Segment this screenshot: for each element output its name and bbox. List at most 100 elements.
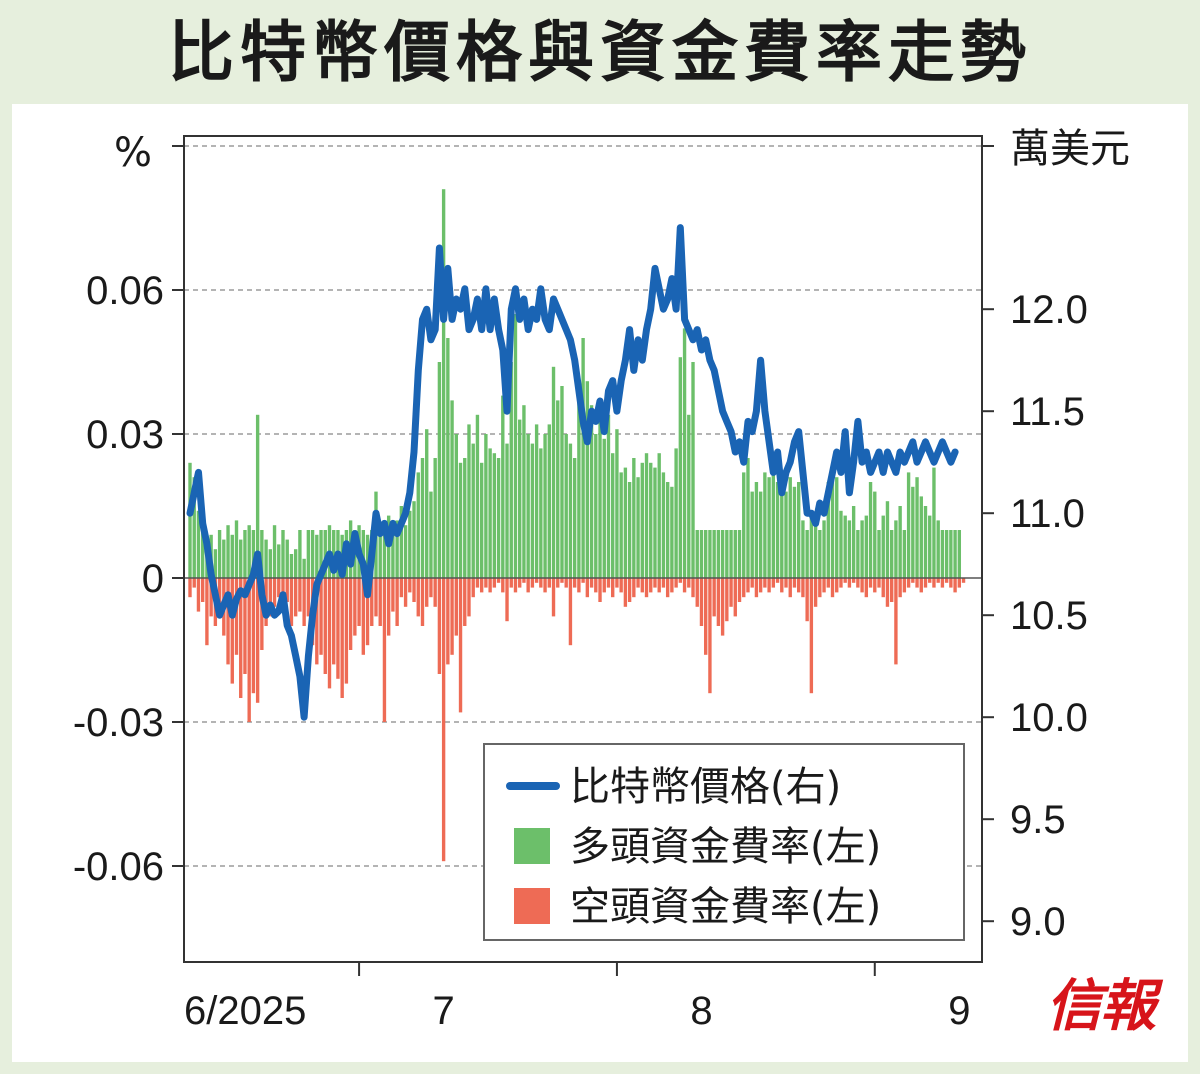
short-funding-bar [501,578,505,593]
right-axis-label: 9.5 [1010,798,1066,842]
long-funding-bar [847,520,852,578]
short-funding-bar [737,578,742,602]
x-axis-label: 8 [690,989,712,1033]
short-funding-bar [860,578,864,593]
long-funding-bar [412,501,416,578]
short-funding-bar [822,578,826,593]
long-funding-bar [196,510,201,578]
short-funding-bar [391,578,395,612]
long-funding-bar [403,525,408,578]
short-funding-bar [911,578,915,583]
long-funding-bar [674,448,678,578]
short-funding-bar [446,578,450,665]
short-funding-bar [433,578,437,607]
short-funding-bar [551,578,556,617]
long-funding-bar [704,530,708,578]
long-funding-bar [665,482,670,578]
short-funding-bar [619,578,623,593]
long-funding-bar [640,462,644,578]
x-axis-label: 7 [432,989,454,1033]
short-funding-bar [902,578,907,593]
short-funding-bar [382,578,387,722]
short-funding-bar [615,578,619,588]
long-funding-bar [496,458,501,578]
short-funding-bar [454,578,458,636]
long-funding-bar [484,434,488,578]
short-funding-bar [687,578,691,588]
long-funding-bar [302,558,306,578]
long-funding-bar [851,506,856,578]
short-funding-bar [928,578,932,583]
short-funding-bar [729,578,733,607]
long-funding-bar [560,386,564,578]
short-funding-bar [534,578,539,583]
long-funding-bar [720,530,725,578]
short-funding-bar [412,578,416,602]
short-funding-bar [327,578,332,689]
long-funding-bar [315,534,319,578]
short-funding-bar [589,578,594,588]
long-funding-bar [657,453,661,578]
short-funding-bar [277,578,281,598]
short-funding-bar [847,578,852,588]
long-funding-bar [551,366,556,578]
long-funding-bar [391,530,395,578]
short-funding-bar [526,578,530,593]
long-funding-bar [894,520,898,578]
short-funding-bar [399,578,404,598]
chart-svg: 0.06 0.03 0 -0.03 -0.06% 12.0 11.5 11.0 10.5 10.0… [73,126,1130,1033]
short-funding-bar [704,578,708,655]
short-funding-bar [386,578,391,636]
long-funding-bar [627,482,632,578]
long-funding-bar [298,530,302,578]
short-funding-bar [484,578,488,588]
short-funding-bar [247,578,251,722]
short-funding-bar [784,578,788,588]
long-funding-bar [509,362,513,578]
short-funding-bar [505,578,509,622]
long-funding-bar [775,482,780,578]
short-funding-bar [767,578,771,593]
long-funding-bar [433,458,437,578]
left-axis-label: 0.06 [86,269,164,313]
short-funding-bar [712,578,716,617]
long-funding-bar [602,438,606,578]
long-funding-bar [649,462,653,578]
short-funding-bar [742,578,746,598]
short-funding-bar [606,578,611,588]
short-funding-bar [809,578,814,694]
long-funding-bar [712,530,716,578]
short-funding-bar [425,578,429,607]
short-funding-bar [226,578,230,665]
short-funding-bar [813,578,818,607]
long-funding-bar [255,414,260,578]
long-funding-bar [293,549,298,578]
short-funding-bar [598,578,602,602]
short-funding-bar [856,578,860,588]
long-funding-bar [670,486,674,578]
short-funding-bar [771,578,776,588]
short-funding-bar [695,578,699,607]
long-funding-bar [758,491,763,578]
short-funding-bar [539,578,543,588]
long-funding-bar [860,520,864,578]
short-funding-bar [509,578,513,588]
long-funding-bar [577,386,581,578]
long-funding-bar [277,544,281,578]
long-funding-bar [268,549,273,578]
right-axis-label: 10.0 [1010,696,1088,740]
short-funding-bar [196,578,201,612]
long-funding-bar [687,414,691,578]
short-funding-bar [209,578,213,617]
short-funding-bar [543,578,547,593]
long-funding-bar [797,482,801,578]
long-funding-bar [365,534,370,578]
long-funding-bar [813,525,818,578]
short-funding-bar [868,578,873,588]
long-funding-bar [695,530,699,578]
long-funding-bar [547,424,551,578]
short-funding-bar [623,578,628,607]
short-funding-bar [200,578,205,602]
short-funding-bar [805,578,809,622]
short-funding-bar [644,578,649,598]
